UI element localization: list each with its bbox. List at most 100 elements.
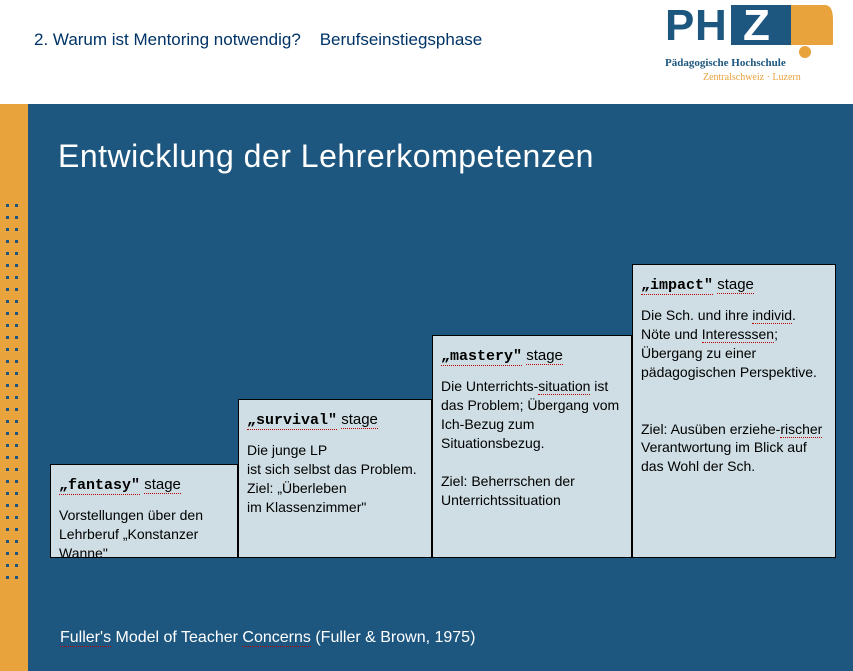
stage-title-norm: stage bbox=[717, 276, 754, 294]
citation-mid: Model of Teacher bbox=[111, 629, 242, 646]
dot bbox=[15, 336, 18, 339]
dot-row bbox=[6, 564, 18, 567]
dot-row bbox=[6, 204, 18, 207]
stage-title-impact: „impact" stage bbox=[641, 275, 827, 296]
dot bbox=[15, 216, 18, 219]
dot-row bbox=[6, 372, 18, 375]
dot bbox=[15, 312, 18, 315]
dot-row bbox=[6, 504, 18, 507]
dot bbox=[6, 204, 9, 207]
dot bbox=[6, 276, 9, 279]
dot bbox=[15, 552, 18, 555]
dot-row bbox=[6, 240, 18, 243]
dot bbox=[15, 528, 18, 531]
dot bbox=[6, 516, 9, 519]
citation-ref: (Fuller & Brown, 1975) bbox=[311, 629, 476, 646]
dot bbox=[15, 516, 18, 519]
dot-row bbox=[6, 228, 18, 231]
dot bbox=[15, 564, 18, 567]
dot bbox=[6, 348, 9, 351]
stage-body-fantasy: Vorstellungen über den Lehrberuf „Konsta… bbox=[59, 506, 229, 563]
dot bbox=[6, 456, 9, 459]
stage-title-fantasy: „fantasy" stage bbox=[59, 475, 229, 496]
stage-title-norm: stage bbox=[526, 347, 563, 365]
dot bbox=[6, 396, 9, 399]
dot bbox=[15, 324, 18, 327]
dot bbox=[15, 408, 18, 411]
dot bbox=[6, 528, 9, 531]
phase-label: Berufseinstiegsphase bbox=[320, 30, 483, 49]
dot-row bbox=[6, 384, 18, 387]
citation-author: Fuller's bbox=[60, 629, 111, 647]
header-text: 2. Warum ist Mentoring notwendig? Berufs… bbox=[34, 30, 482, 50]
dot bbox=[15, 540, 18, 543]
stage-title-norm: stage bbox=[144, 476, 181, 494]
dot-row bbox=[6, 348, 18, 351]
dot bbox=[6, 216, 9, 219]
dot bbox=[15, 228, 18, 231]
dot bbox=[15, 288, 18, 291]
dot bbox=[15, 360, 18, 363]
stage-title-bold: „fantasy" bbox=[59, 477, 140, 495]
dot bbox=[6, 468, 9, 471]
citation: Fuller's Model of Teacher Concerns (Full… bbox=[60, 629, 475, 647]
dot bbox=[15, 576, 18, 579]
dot bbox=[15, 504, 18, 507]
stage-title-survival: „survival" stage bbox=[247, 410, 423, 431]
dot bbox=[6, 252, 9, 255]
dot bbox=[15, 396, 18, 399]
dot-row bbox=[6, 432, 18, 435]
dot-row bbox=[6, 552, 18, 555]
stage-impact: „impact" stage Die Sch. und ihre individ.… bbox=[632, 264, 836, 558]
stage-survival: „survival" stage Die junge LP ist sich se… bbox=[238, 399, 432, 558]
sidebar-stripe bbox=[0, 104, 28, 671]
dot-row bbox=[6, 408, 18, 411]
slide-title: Entwicklung der Lehrerkompetenzen bbox=[58, 138, 594, 175]
stage-body-impact: Die Sch. und ihre individ. Nöte und Inte… bbox=[641, 306, 827, 476]
dot bbox=[6, 372, 9, 375]
citation-concerns: Concerns bbox=[242, 629, 310, 647]
header-bar: 2. Warum ist Mentoring notwendig? Berufs… bbox=[0, 0, 853, 104]
dot bbox=[6, 420, 9, 423]
dot-row bbox=[6, 312, 18, 315]
dot bbox=[6, 552, 9, 555]
dot bbox=[6, 240, 9, 243]
svg-text:Z: Z bbox=[743, 1, 770, 50]
dot bbox=[6, 264, 9, 267]
dot bbox=[15, 276, 18, 279]
dot-row bbox=[6, 420, 18, 423]
dot bbox=[15, 240, 18, 243]
dot-row bbox=[6, 288, 18, 291]
stage-mastery: „mastery" stageDie Unterrichts-situation… bbox=[432, 335, 632, 558]
dot bbox=[6, 504, 9, 507]
dot-row bbox=[6, 336, 18, 339]
stage-body-survival: Die junge LP ist sich selbst das Problem… bbox=[247, 441, 423, 517]
dot-row bbox=[6, 468, 18, 471]
content-panel: Entwicklung der Lehrerkompetenzen „fanta… bbox=[28, 104, 853, 671]
dot bbox=[6, 540, 9, 543]
dot-row bbox=[6, 324, 18, 327]
dot bbox=[6, 336, 9, 339]
dot bbox=[15, 264, 18, 267]
dot-row bbox=[6, 516, 18, 519]
dot bbox=[15, 348, 18, 351]
dot bbox=[6, 360, 9, 363]
stage-title-bold: „impact" bbox=[641, 277, 713, 295]
dot bbox=[15, 444, 18, 447]
dot bbox=[15, 492, 18, 495]
dot-row bbox=[6, 540, 18, 543]
dot-row bbox=[6, 360, 18, 363]
dot bbox=[6, 444, 9, 447]
stage-title-norm: stage bbox=[341, 411, 378, 429]
dot-row bbox=[6, 216, 18, 219]
dot bbox=[15, 252, 18, 255]
dot bbox=[15, 204, 18, 207]
dot bbox=[15, 432, 18, 435]
dot-row bbox=[6, 576, 18, 579]
dot bbox=[6, 408, 9, 411]
svg-text:P: P bbox=[665, 1, 694, 50]
dot bbox=[15, 300, 18, 303]
svg-text:Zentralschweiz · Luzern: Zentralschweiz · Luzern bbox=[703, 72, 801, 83]
main-area: Entwicklung der Lehrerkompetenzen „fanta… bbox=[0, 104, 853, 671]
stage-title-bold: „survival" bbox=[247, 412, 337, 430]
